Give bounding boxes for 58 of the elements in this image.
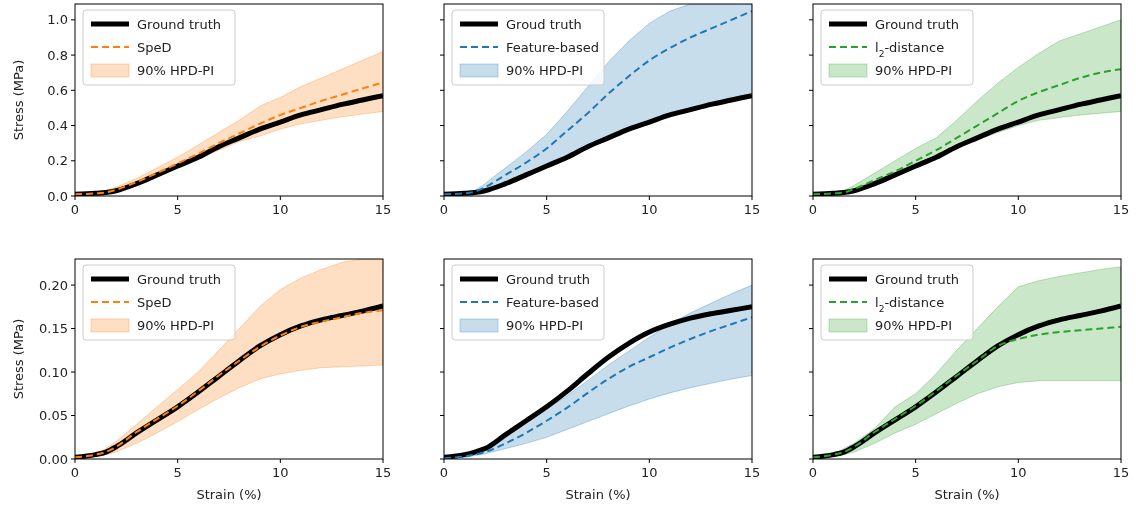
x-tick-label: 15 (374, 465, 392, 480)
x-axis-title: Strain (%) (196, 487, 262, 502)
y-tick-label: 1.0 (47, 12, 68, 28)
y-tick-label: 0.0 (47, 188, 68, 204)
legend-label: Ground truth (137, 16, 221, 32)
x-tick-label: 0 (808, 465, 818, 480)
legend-label: 90% HPD-PI (875, 62, 953, 78)
x-tick-label: 0 (439, 465, 449, 480)
legend-label: Feature-based (506, 294, 600, 310)
x-tick-label: 5 (173, 465, 182, 480)
x-tick-label: 0 (70, 465, 80, 480)
y-tick-label: 0.05 (39, 408, 68, 424)
x-tick-label: 15 (743, 202, 761, 217)
y-axis-title: Stress (MPa) (11, 318, 26, 400)
y-tick-label: 0.00 (39, 451, 68, 467)
x-tick-label: 10 (1010, 465, 1027, 480)
x-tick-label: 0 (70, 202, 80, 217)
x-tick-label: 10 (641, 465, 658, 480)
legend-label: 90% HPD-PI (506, 317, 584, 333)
x-axis-title: Strain (%) (934, 487, 1000, 502)
legend-label: Ground truth (875, 16, 959, 32)
x-tick-label: 5 (911, 202, 920, 217)
legend-label: Groud truth (506, 16, 582, 32)
y-tick-label: 0.6 (47, 82, 68, 98)
legend-label: l$_{2}$-distance (875, 39, 945, 59)
x-tick-label: 0 (439, 202, 449, 217)
x-tick-label: 10 (272, 465, 289, 480)
x-tick-label: 15 (743, 465, 761, 480)
x-axis-title: Strain (%) (565, 487, 631, 502)
legend-label: 90% HPD-PI (137, 317, 215, 333)
legend-label: SpeD (137, 39, 172, 55)
y-tick-label: 0.15 (39, 321, 68, 337)
x-tick-label: 15 (1112, 465, 1130, 480)
legend-label: Feature-based (506, 39, 600, 55)
x-tick-label: 10 (641, 202, 658, 217)
x-tick-label: 10 (272, 202, 289, 217)
legend-label: Ground truth (137, 271, 221, 287)
x-tick-label: 5 (911, 465, 920, 480)
y-axis-title: Stress (MPa) (11, 59, 26, 141)
legend-label: l$_{2}$-distance (875, 294, 945, 314)
legend-label: SpeD (137, 294, 172, 310)
y-tick-label: 0.4 (47, 118, 68, 134)
legend-label: Ground truth (506, 271, 590, 287)
x-tick-label: 0 (808, 202, 818, 217)
y-tick-label: 0.8 (47, 47, 68, 63)
y-tick-label: 0.20 (39, 277, 68, 293)
legend-label: Ground truth (875, 271, 959, 287)
legend-label: 90% HPD-PI (875, 317, 953, 333)
x-tick-label: 5 (173, 202, 182, 217)
y-tick-label: 0.10 (39, 364, 68, 380)
x-tick-label: 15 (374, 202, 392, 217)
x-tick-label: 15 (1112, 202, 1130, 217)
y-tick-label: 0.2 (47, 153, 68, 169)
legend-label: 90% HPD-PI (137, 62, 215, 78)
x-tick-label: 5 (542, 202, 551, 217)
x-tick-label: 5 (542, 465, 551, 480)
x-tick-label: 10 (1010, 202, 1027, 217)
legend-label: 90% HPD-PI (506, 62, 584, 78)
